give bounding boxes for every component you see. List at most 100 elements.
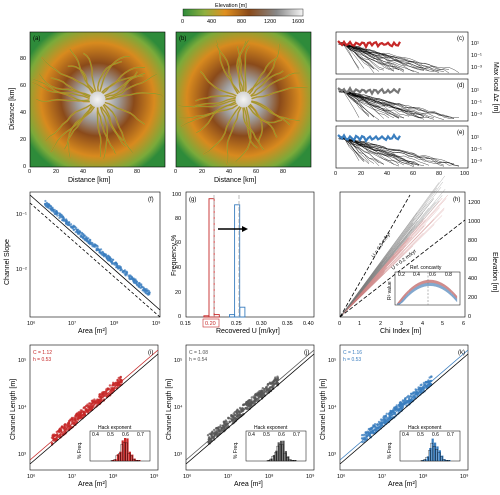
panel-h-xtick-4: 4 (421, 321, 424, 327)
hack-point (79, 409, 83, 412)
panel-f-frame (29, 191, 161, 318)
hack-inset-outline (440, 456, 443, 462)
slope-area-point (75, 230, 78, 233)
hack-point (266, 384, 269, 387)
slope-area-point (118, 265, 121, 268)
convergence-trace (342, 138, 460, 167)
hack-point (376, 423, 379, 426)
hack-point (391, 410, 395, 414)
slope-area-point (93, 245, 96, 248)
hack-c-label: C = 1.12 (33, 350, 52, 356)
convergence-mean (337, 39, 401, 50)
hack-point (213, 428, 216, 432)
hack-inset-xtick: 0.7 (137, 432, 144, 438)
hack-point (62, 427, 66, 430)
slope-area-point (105, 255, 108, 259)
conv-xtick-80: 80 (436, 171, 442, 177)
map-channel (243, 107, 258, 149)
hack-point (209, 440, 212, 443)
hack-point (211, 432, 214, 436)
slope-area-point (60, 213, 63, 216)
hack-point (244, 402, 248, 405)
hack-inset-outline (125, 442, 128, 462)
hack-point (250, 396, 253, 399)
map-b-xtick-60: 60 (253, 169, 259, 175)
map-a-ylabel: Distance [km] (9, 88, 16, 130)
colorbar: Elevation [m] 0 400 800 1200 1600 (181, 3, 304, 25)
map-channel (64, 105, 94, 150)
hack-point (70, 416, 74, 420)
panel-h-xtick-5: 5 (441, 321, 444, 327)
map-channel (249, 57, 277, 95)
panel-label-i: (i) (148, 350, 153, 356)
hack-point (106, 388, 109, 391)
slope-area-point (100, 248, 103, 251)
hack-inset-bar (294, 460, 297, 461)
slope-area-point (116, 266, 119, 269)
hack-inset-bar (287, 456, 290, 461)
panel-h-xtick-3: 3 (400, 321, 403, 327)
hack-point (415, 389, 418, 392)
colorbar-tick-0: 0 (181, 19, 184, 25)
hack-xlabel: Area [m²] (388, 481, 417, 488)
hack-inset-xtick: 0.6 (432, 432, 439, 438)
hack-point (395, 404, 398, 407)
slope-area-point (139, 286, 142, 290)
convergence-trace (339, 90, 460, 118)
hack-point (404, 398, 407, 402)
hack-inset-bar (443, 459, 446, 461)
hack-point (65, 428, 69, 432)
slope-area-point (146, 292, 149, 295)
panel-label-a: (a) (33, 36, 40, 42)
map-channel (105, 92, 164, 100)
hack-inset-xtick: 0.5 (417, 432, 424, 438)
conv-xtick-60: 60 (410, 171, 416, 177)
hack-point (71, 419, 74, 423)
inset-curve (397, 284, 458, 305)
hack-ytick: 10³ (18, 452, 26, 458)
hack-h-label: h = 0.53 (33, 357, 51, 363)
convergence-trace (341, 43, 430, 72)
slope-area-point (90, 243, 94, 246)
panel-g-ytick-20: 20 (175, 290, 181, 296)
hack-point (57, 430, 61, 433)
hack-reference-line (339, 353, 469, 465)
hack-point (409, 395, 412, 398)
hack-point (239, 408, 242, 411)
slope-area-point (75, 228, 79, 231)
hack-point (260, 395, 263, 398)
hack-point (89, 404, 92, 407)
hack-point (75, 420, 79, 423)
convergence-trace (342, 137, 420, 165)
hack-point (76, 412, 79, 415)
hack-ytick: 10⁵ (18, 357, 26, 364)
hack-xtick: 10⁷ (68, 473, 76, 480)
panel-h-xtick-2: 2 (379, 321, 382, 327)
slope-area-point (78, 231, 81, 235)
colorbar-bar (182, 8, 304, 17)
hack-ytick: 10⁴ (328, 404, 337, 411)
panel-d-ytick-2: 10⁻¹ (471, 100, 482, 106)
hack-point (417, 388, 421, 391)
map-channel (251, 86, 308, 99)
map-a-ytick-60: 60 (20, 83, 26, 89)
hack-ylabel: Channel Length [m] (10, 379, 17, 440)
panel-label-k: (k) (458, 350, 465, 356)
panel-g-ytick-60: 60 (175, 240, 181, 246)
convergence-trace (342, 45, 400, 70)
map-b-xtick-0: 0 (174, 169, 177, 175)
map-channel (36, 98, 90, 102)
slope-area-point (135, 280, 139, 283)
conv-xtick-20: 20 (358, 171, 364, 177)
map-channel (101, 106, 124, 142)
hack-point (385, 412, 388, 415)
hack-xtick: 10⁸ (109, 473, 117, 480)
slope-area-point (89, 241, 92, 244)
panel-h-xtick-6: 6 (462, 321, 465, 327)
slope-area-point (111, 258, 114, 261)
colorbar-tick-400: 400 (207, 19, 216, 25)
hack-h-label: h = 0.54 (189, 357, 207, 363)
slope-area-point (70, 223, 73, 226)
map-channel (83, 52, 97, 92)
